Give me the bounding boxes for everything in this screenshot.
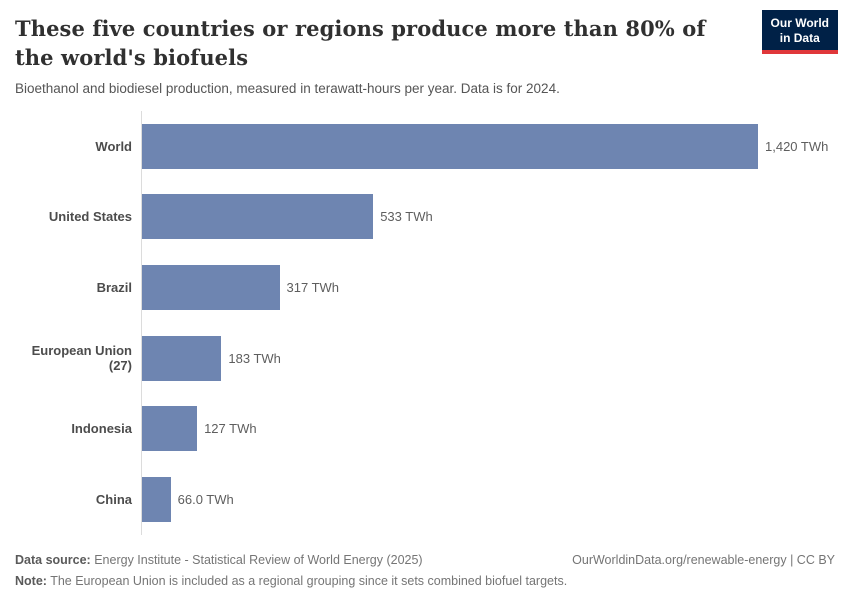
bar-zone: 1,420 TWh [141, 111, 835, 182]
bar-row: Brazil 317 TWh [15, 252, 835, 323]
data-source-text: Data source: Energy Institute - Statisti… [15, 553, 423, 567]
bar-row: China 66.0 TWh [15, 463, 835, 535]
bar[interactable] [142, 194, 374, 240]
owid-url-link[interactable]: OurWorldinData.org/renewable-energy | CC… [572, 553, 835, 567]
owid-logo-line2: in Data [779, 31, 820, 45]
entity-label: World [95, 138, 132, 154]
bar-row: United States 533 TWh [15, 181, 835, 253]
bar[interactable] [142, 123, 758, 169]
bar-zone: 533 TWh [141, 181, 835, 253]
note-text: Note: The European Union is included as … [15, 574, 568, 588]
entity-label: China [95, 491, 132, 507]
owid-logo-line1: Our World [770, 16, 829, 30]
plot-area: World 1,420 TWh United States 533 TWh Brazil… [15, 111, 835, 535]
entity-label: Brazil [96, 279, 132, 295]
entity-label: European Union (27) [31, 343, 132, 374]
bar[interactable] [142, 335, 222, 381]
bar-zone: 183 TWh [141, 322, 835, 394]
bar-value-label: 183 TWh [228, 350, 281, 366]
bar-row: Indonesia 127 TWh [15, 393, 835, 464]
entity-label: United States [48, 209, 132, 225]
bar-zone: 127 TWh [141, 393, 835, 464]
data-source-label: Data source: [15, 553, 91, 567]
bar-zone: 317 TWh [141, 252, 835, 323]
chart-subtitle: Bioethanol and biodiesel production, mea… [15, 81, 560, 96]
bar[interactable] [142, 264, 280, 310]
chart-footer: Data source: Energy Institute - Statisti… [15, 553, 835, 588]
bar-value-label: 127 TWh [204, 421, 257, 437]
note-label: Note: [15, 574, 47, 588]
bar-value-label: 317 TWh [286, 279, 340, 295]
bar-value-label: 533 TWh [380, 209, 433, 225]
bar-value-label: 66.0 TWh [177, 491, 234, 507]
bar[interactable] [142, 406, 198, 452]
bar-row: European Union (27) 183 TWh [15, 322, 835, 394]
entity-label: Indonesia [71, 421, 132, 437]
chart-title: These five countries or regions produce … [15, 16, 706, 70]
bar-row: World 1,420 TWh [15, 111, 835, 182]
bar-zone: 66.0 TWh [141, 463, 835, 535]
bar-value-label: 1,420 TWh [765, 138, 829, 154]
bar[interactable] [142, 476, 171, 522]
owid-logo[interactable]: Our World in Data [761, 10, 838, 54]
